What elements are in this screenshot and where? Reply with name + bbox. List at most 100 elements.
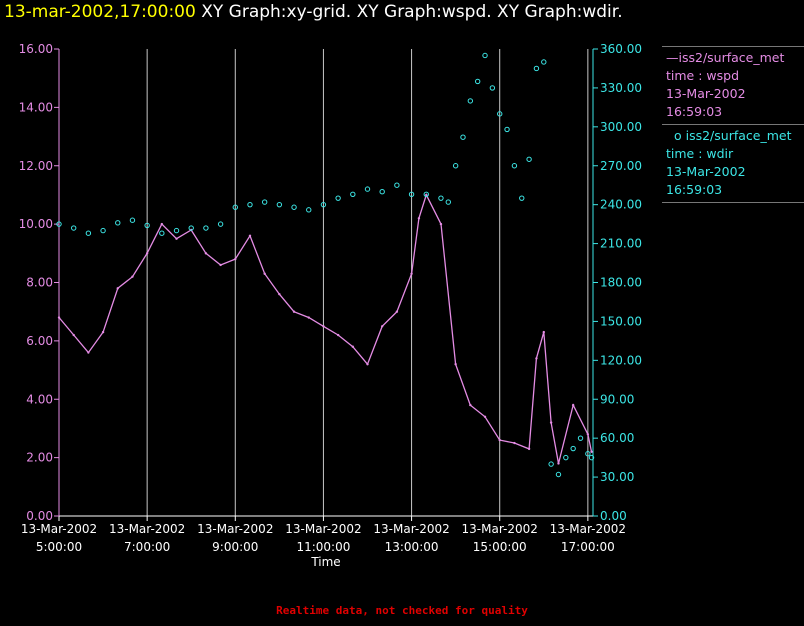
legend-separator xyxy=(662,202,804,203)
y-right-tick-label: 0.00 xyxy=(600,509,627,523)
wdir-marker xyxy=(555,471,562,478)
wspd-point xyxy=(454,363,457,366)
legend-wspd-name: iss2/surface_met xyxy=(678,50,785,65)
wspd-point xyxy=(366,363,369,366)
wspd-point xyxy=(292,310,296,313)
wdir-marker xyxy=(541,59,547,65)
wspd-point xyxy=(513,441,516,445)
legend-wspd-date: 13-Mar-2002 xyxy=(666,86,746,101)
wdir-marker xyxy=(519,195,525,201)
wdir-marker xyxy=(247,201,253,208)
wdir-marker xyxy=(261,199,268,205)
wspd-point xyxy=(145,252,149,255)
x-tick-label-date: 13-Mar-2002 xyxy=(21,522,97,536)
legend-wspd-var: time : wspd xyxy=(666,68,740,83)
wspd-point xyxy=(72,333,75,337)
y-right-tick-label: 30.00 xyxy=(600,470,634,484)
wdir-marker xyxy=(217,221,224,227)
x-tick-label-date: 13-Mar-2002 xyxy=(462,522,538,536)
wdir-marker xyxy=(570,445,576,452)
wdir-marker xyxy=(70,225,77,231)
y-right-tick-label: 90.00 xyxy=(600,392,634,406)
y-left-tick-label: 0.00 xyxy=(26,509,53,523)
wdir-marker xyxy=(482,52,488,59)
x-tick-label-date: 13-Mar-2002 xyxy=(197,522,273,536)
y-right-tick-label: 210.00 xyxy=(600,237,642,251)
x-tick-label-time: 17:00:00 xyxy=(561,540,615,554)
wspd-point xyxy=(248,234,252,237)
wdir-marker xyxy=(335,195,341,201)
wspd-point xyxy=(590,450,593,453)
legend-wspd-time: 16:59:03 xyxy=(666,104,723,119)
x-axis-label: Time xyxy=(310,555,340,569)
wdir-marker xyxy=(85,230,92,236)
wdir-marker xyxy=(203,225,209,231)
wdir-marker xyxy=(489,85,496,91)
legend-wdir-var: time : wdir xyxy=(666,146,734,161)
wspd-point xyxy=(116,287,119,290)
wdir-marker xyxy=(379,188,385,195)
y-right-tick-label: 240.00 xyxy=(600,198,642,212)
wspd-point xyxy=(380,325,384,328)
wdir-marker xyxy=(408,191,415,197)
wdir-marker xyxy=(588,454,595,461)
y-left-tick-label: 6.00 xyxy=(26,334,53,348)
wspd-point xyxy=(498,438,501,442)
y-right-tick-label: 330.00 xyxy=(600,81,642,95)
legend-line-swatch: — xyxy=(666,50,679,65)
graph-list: XY Graph:xy-grid. XY Graph:wspd. XY Grap… xyxy=(201,2,623,22)
wspd-point xyxy=(336,333,340,337)
wspd-point xyxy=(425,193,428,197)
x-tick-label-time: 7:00:00 xyxy=(124,540,170,554)
wdir-marker xyxy=(306,207,312,213)
wspd-point xyxy=(307,316,310,319)
wdir-marker xyxy=(474,78,481,85)
wdir-marker xyxy=(467,98,474,104)
legend: —iss2/surface_met time : wspd 13-Mar-200… xyxy=(662,46,804,205)
legend-marker-swatch: o xyxy=(673,128,682,143)
wdir-marker xyxy=(497,111,503,117)
y-left-tick-label: 12.00 xyxy=(19,159,53,173)
wdir-marker xyxy=(129,217,136,223)
x-tick-label-time: 11:00:00 xyxy=(296,540,350,554)
wspd-point xyxy=(160,222,164,226)
wspd-point xyxy=(101,330,105,334)
legend-separator xyxy=(662,124,804,125)
x-tick-label-date: 13-Mar-2002 xyxy=(285,522,361,536)
y-right-tick-label: 150.00 xyxy=(600,314,642,328)
y-left-tick-label: 10.00 xyxy=(19,217,53,231)
wdir-marker xyxy=(548,461,554,467)
wspd-point xyxy=(87,351,90,354)
wdir-marker xyxy=(188,225,194,231)
wdir-marker xyxy=(56,221,62,227)
y-right-tick-label: 360.00 xyxy=(600,42,642,56)
wdir-marker xyxy=(438,195,444,201)
wdir-marker xyxy=(452,163,459,169)
wdir-marker xyxy=(350,191,356,197)
wspd-point xyxy=(278,292,281,296)
wspd-point xyxy=(571,403,575,407)
wdir-marker xyxy=(526,156,532,162)
wspd-point xyxy=(557,462,560,465)
wspd-point xyxy=(410,272,413,275)
legend-wdir: o iss2/surface_met time : wdir 13-Mar-20… xyxy=(662,127,804,202)
wdir-marker xyxy=(585,451,591,457)
wdir-marker xyxy=(577,435,584,441)
wspd-point xyxy=(469,403,472,407)
wdir-marker xyxy=(460,134,466,140)
y-left-tick-label: 4.00 xyxy=(26,392,53,406)
wspd-point xyxy=(175,237,178,240)
wspd-point xyxy=(322,325,325,328)
wdir-marker xyxy=(504,126,510,133)
wdir-marker xyxy=(364,186,371,192)
wdir-marker xyxy=(173,227,180,234)
wspd-point xyxy=(417,217,421,220)
wspd-point xyxy=(131,275,134,278)
wdir-marker xyxy=(232,204,238,210)
wspd-point xyxy=(527,447,531,451)
x-tick-label-time: 15:00:00 xyxy=(473,540,527,554)
x-tick-label-date: 13-Mar-2002 xyxy=(373,522,449,536)
wdir-marker xyxy=(276,201,283,208)
wspd-point xyxy=(395,310,399,313)
wspd-point xyxy=(535,357,538,360)
